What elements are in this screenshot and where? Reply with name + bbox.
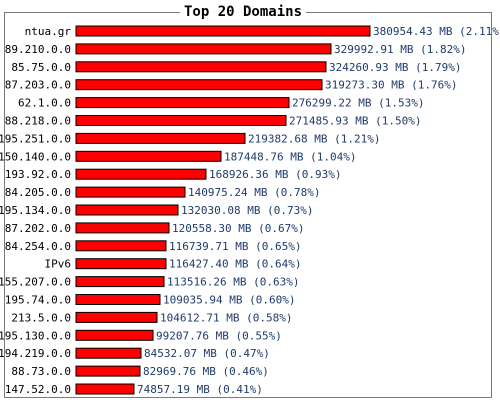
value-label: 99207.76 MB (0.55%) [156,329,282,342]
bar [75,79,323,91]
bar [75,132,246,144]
value-label: 132030.08 MB (0.73%) [181,204,313,217]
bar [75,365,141,377]
value-label: 271485.93 MB (1.50%) [289,115,421,128]
bar [75,186,186,198]
category-label: 87.202.0.0 [5,222,71,235]
category-label: 87.203.0.0 [5,79,71,92]
category-label: 147.52.0.0 [5,383,71,396]
value-label: 324260.93 MB (1.79%) [329,61,461,74]
category-label: 88.73.0.0 [11,365,71,378]
category-label: 62.1.0.0 [18,97,71,110]
category-label: 84.254.0.0 [5,240,71,253]
value-label: 109035.94 MB (0.60%) [163,294,295,307]
bar [75,222,170,234]
bar [75,168,207,180]
bar [75,97,290,109]
value-label: 329992.91 MB (1.82%) [334,43,466,56]
value-label: 380954.43 MB (2.11%) [373,25,500,38]
bar [75,311,158,323]
bar [75,25,371,37]
bar [75,240,167,252]
category-label: 89.210.0.0 [5,43,71,56]
bar [75,347,142,359]
category-label: 195.74.0.0 [5,294,71,307]
bar [75,150,222,162]
value-label: 187448.76 MB (1.04%) [224,150,356,163]
category-label: 150.140.0.0 [0,150,71,163]
bar [75,383,135,395]
value-label: 82969.76 MB (0.46%) [143,365,269,378]
category-label: 85.75.0.0 [11,61,71,74]
bar [75,115,287,126]
value-label: 120558.30 MB (0.67%) [172,222,304,235]
value-label: 276299.22 MB (1.53%) [292,97,424,110]
category-label: 194.219.0.0 [0,347,71,360]
chart-title: Top 20 Domains [180,4,307,20]
bar [75,329,154,341]
category-label: 213.5.0.0 [11,311,71,324]
value-label: 104612.71 MB (0.58%) [160,311,292,324]
category-label: 193.92.0.0 [5,168,71,181]
bar [75,43,332,55]
category-label: 88.218.0.0 [5,115,71,128]
category-label: 155.207.0.0 [0,276,71,289]
bar [75,294,161,305]
category-label: IPv6 [45,258,72,271]
value-label: 319273.30 MB (1.76%) [325,79,457,92]
value-label: 74857.19 MB (0.41%) [137,383,263,396]
bar [75,258,167,270]
category-label: 195.130.0.0 [0,329,71,342]
value-label: 116427.40 MB (0.64%) [169,258,301,271]
value-label: 113516.26 MB (0.63%) [167,276,299,289]
value-label: 168926.36 MB (0.93%) [209,168,341,181]
value-label: 140975.24 MB (0.78%) [188,186,320,199]
category-label: 195.134.0.0 [0,204,71,217]
category-label: ntua.gr [25,25,72,38]
category-label: 84.205.0.0 [5,186,71,199]
bar [75,61,327,73]
category-label: 195.251.0.0 [0,132,71,145]
value-label: 116739.71 MB (0.65%) [169,240,301,253]
value-label: 84532.07 MB (0.47%) [144,347,270,360]
bar [75,276,165,288]
value-label: 219382.68 MB (1.21%) [248,132,380,145]
bar [75,204,179,216]
